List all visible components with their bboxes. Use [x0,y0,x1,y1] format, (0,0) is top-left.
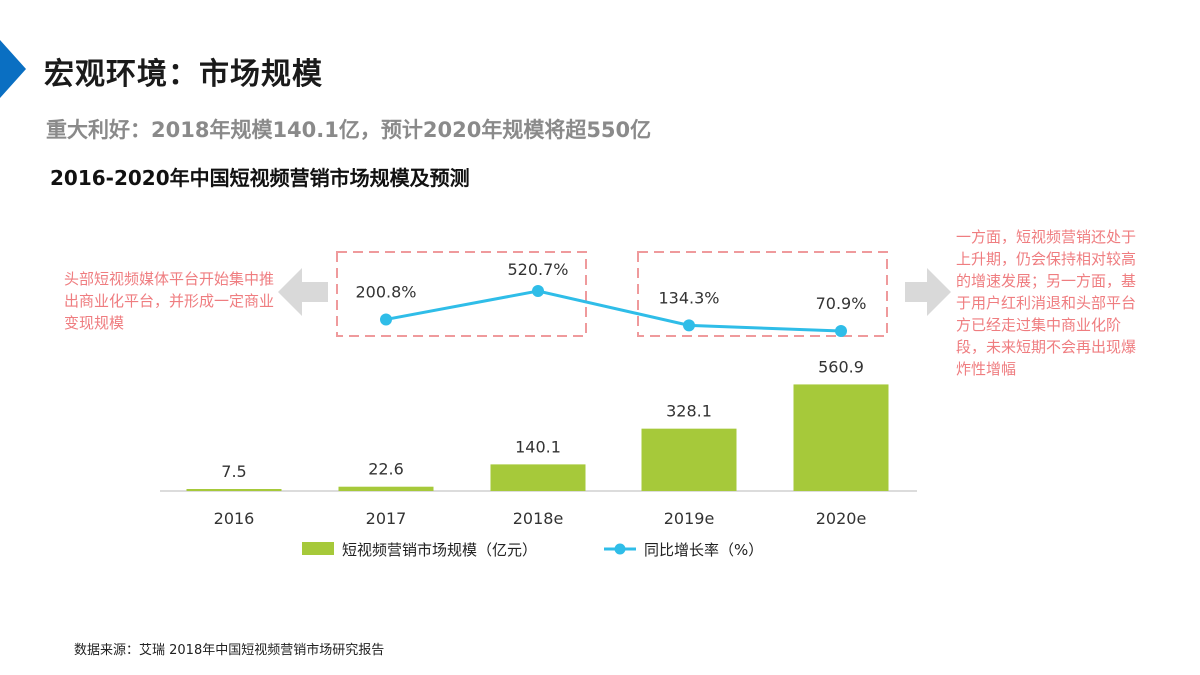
bar-value-label: 22.6 [368,460,404,479]
note-left: 头部短视频媒体平台开始集中推出商业化平台，并形成一定商业变现规模 [64,270,275,332]
growth-value-label: 70.9% [816,294,867,313]
bar-value-label: 560.9 [818,357,864,376]
bar-2020e [793,384,889,491]
growth-point-2017 [380,313,392,326]
x-tick-label: 2016 [214,509,255,528]
legend-swatch-marker [614,543,626,555]
highlight-box-right [637,251,888,337]
legend-label-bar: 短视频营销市场规模（亿元） [342,541,537,559]
title-accent-triangle [0,40,26,98]
bar-value-label: 7.5 [221,462,246,481]
bar-2016 [186,489,282,491]
legend-label-line: 同比增长率（%） [644,541,763,559]
arrow-right-icon [905,268,951,316]
x-tick-label: 2020e [816,509,867,528]
bar-2018e [490,464,586,491]
x-tick-label: 2018e [513,509,564,528]
bar-value-label: 140.1 [515,437,561,456]
growth-value-label: 520.7% [507,260,568,279]
growth-value-label: 200.8% [355,282,416,301]
legend-swatch-bar [302,542,334,555]
chart-title: 2016-2020年中国短视频营销市场规模及预测 [50,166,470,190]
x-tick-label: 2019e [664,509,715,528]
page-subtitle: 重大利好：2018年规模140.1亿，预计2020年规模将超550亿 [46,118,652,142]
bar-2019e [641,428,737,491]
growth-line [385,289,842,333]
x-tick-label: 2017 [366,509,407,528]
page-title: 宏观环境：市场规模 [44,57,323,92]
growth-point-2018e [532,285,544,297]
highlight-box-left [336,251,587,337]
growth-point-2019e [683,319,695,332]
data-source: 数据来源：艾瑞 2018年中国短视频营销市场研究报告 [74,643,385,658]
growth-value-label: 134.3% [658,288,719,307]
growth-point-2020e [835,325,847,337]
arrow-left-icon [278,268,328,316]
chart-legend: 短视频营销市场规模（亿元） 同比增长率（%） [302,541,763,559]
bar-2017 [338,486,434,491]
note-right: 一方面，短视频营销还处于上升期，仍会保持相对较高的增速发展；另一方面，基于用户红… [956,228,1137,378]
bar-value-label: 328.1 [666,402,712,421]
